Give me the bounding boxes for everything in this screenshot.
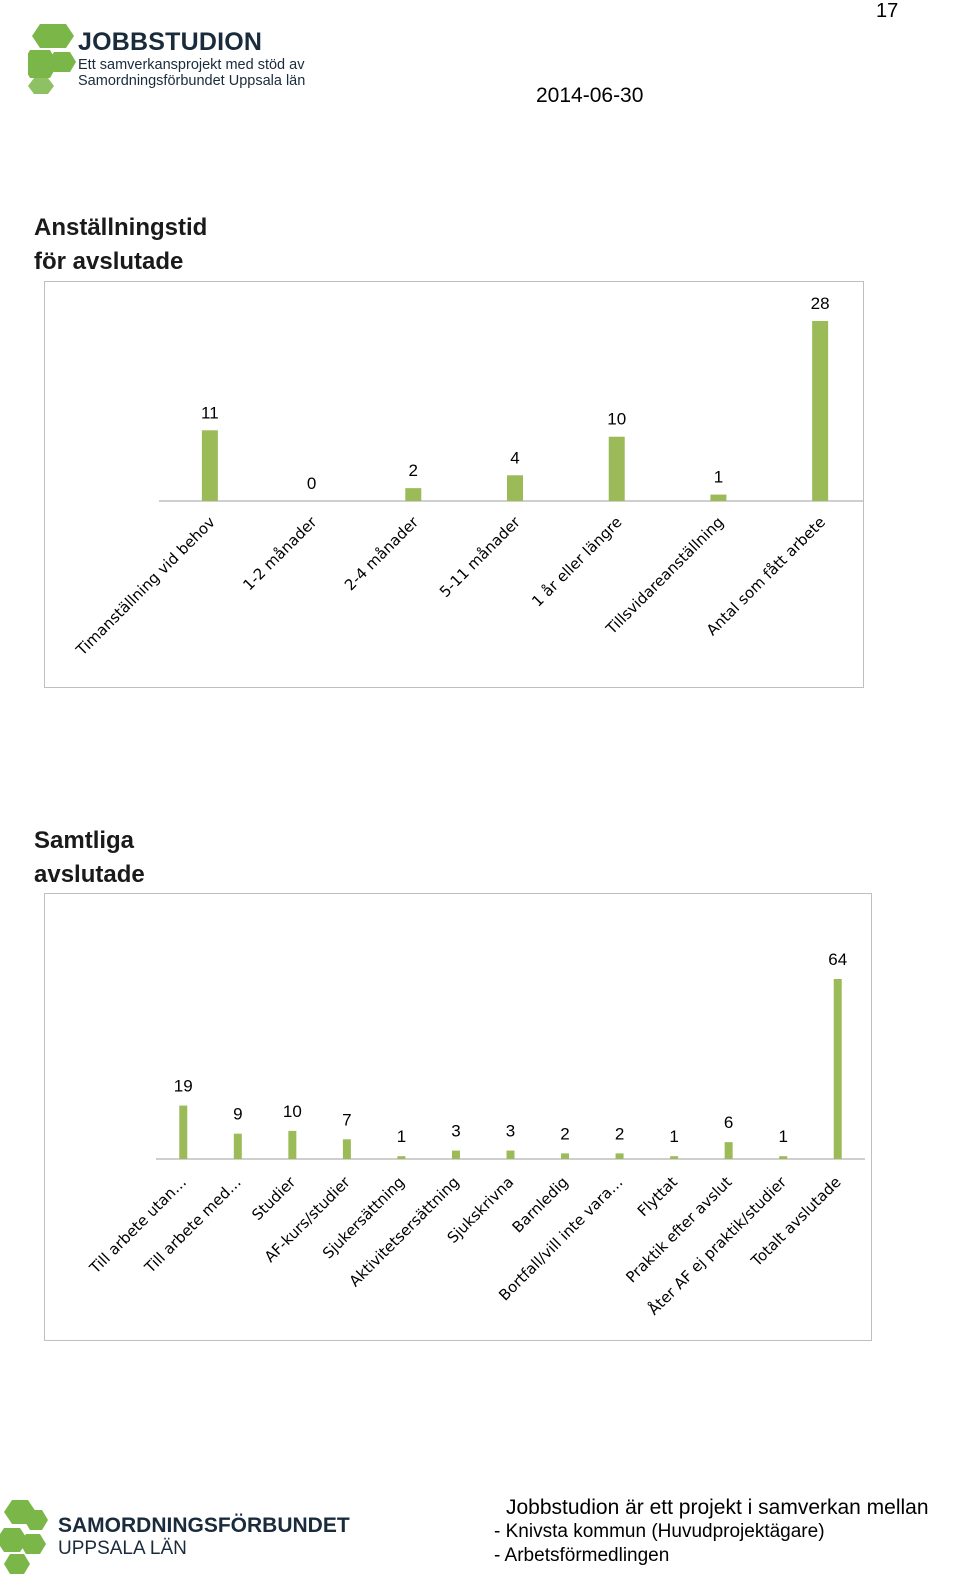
- footer-org-name-1: SAMORDNINGSFÖRBUNDET: [58, 1514, 350, 1537]
- chart-1-category-label-4: 1 år eller längre: [528, 513, 625, 610]
- chart-1-value-label-4: 10: [607, 410, 626, 429]
- chart-1-frame: 11 Timanställning vid behov 0 1-2 månader 2 2…: [44, 281, 864, 688]
- chart-1-category-label-2: 2-4 månader: [341, 513, 423, 595]
- chart-2-bar-4: [397, 1156, 406, 1159]
- logo-subtitle-line-2: Samordningsförbundet Uppsala län: [78, 73, 306, 89]
- chart-2-bar-6: [506, 1150, 515, 1159]
- chart-1-bar-0: [201, 430, 218, 501]
- chart-2-value-label-11: 1: [778, 1127, 787, 1146]
- chart-2-bar-9: [670, 1156, 679, 1159]
- chart-2-bar-1: [233, 1133, 242, 1159]
- chart-2-bar-11: [779, 1156, 788, 1159]
- chart-1-title: Anställningstid för avslutade: [34, 211, 207, 279]
- chart-1-title-line-1: Anställningstid: [34, 214, 208, 241]
- chart-2-value-label-3: 7: [342, 1110, 351, 1129]
- chart-2-category-label-0: Till arbete utan…: [85, 1173, 190, 1278]
- chart-2-bar-8: [615, 1153, 624, 1159]
- chart-2-bar-7: [561, 1153, 570, 1159]
- page-number: 17: [876, 0, 899, 22]
- chart-2-value-label-2: 10: [283, 1102, 302, 1121]
- chart-2-value-label-8: 2: [615, 1124, 624, 1143]
- chart-1-category-label-6: Antal som fått arbete: [703, 513, 829, 639]
- chart-2-bar-0: [179, 1105, 188, 1159]
- chart-2-value-label-10: 6: [724, 1113, 733, 1132]
- chart-1-svg: 11 Timanställning vid behov 0 1-2 månader 2 2…: [72, 294, 863, 660]
- footer-org-name-2: UPPSALA LÄN: [58, 1538, 187, 1559]
- chart-2-bar-12: [833, 979, 842, 1159]
- chart-1-value-label-1: 0: [307, 474, 316, 493]
- footer-text-line-1: Jobbstudion är ett projekt i samverkan m…: [506, 1496, 929, 1519]
- chart-2-category-label-10: Praktik efter avslut: [622, 1173, 735, 1286]
- chart-1-value-label-0: 11: [201, 403, 219, 422]
- footer-text-line-2: - Knivsta kommun (Huvudprojektägare): [494, 1521, 825, 1542]
- chart-2-category-label-1: Till arbete med…: [140, 1173, 244, 1277]
- footer-text-line-3: - Arbetsförmedlingen: [494, 1545, 670, 1566]
- chart-2-bar-10: [724, 1142, 733, 1159]
- chart-2-title-line-2: avslutade: [34, 861, 145, 888]
- footer-text: Jobbstudion är ett projekt i samverkan m…: [494, 1496, 929, 1568]
- chart-2-category-label-9: Flyttat: [634, 1173, 681, 1220]
- chart-1-bar-5: [710, 494, 727, 501]
- chart-2-bar-2: [288, 1130, 297, 1159]
- chart-2-value-label-12: 64: [828, 950, 847, 969]
- chart-1-value-label-5: 1: [714, 468, 723, 487]
- chart-1-value-label-3: 4: [510, 448, 519, 467]
- chart-2-frame: 19 Till arbete utan… 9 Till arbete med… 10 St…: [44, 893, 872, 1341]
- chart-2-svg: 19 Till arbete utan… 9 Till arbete med… 10 St…: [85, 950, 865, 1319]
- logo-subtitle: Ett samverkansprojekt med stöd av Samord…: [78, 57, 305, 89]
- chart-2-value-label-6: 3: [506, 1122, 515, 1141]
- chart-1-bar-6: [812, 321, 829, 501]
- chart-1-bar-2: [405, 488, 422, 501]
- chart-2-title-line-1: Samtliga: [34, 827, 135, 854]
- chart-2-category-label-2: Studier: [248, 1173, 299, 1224]
- chart-2-title: Samtliga avslutade: [34, 824, 145, 892]
- chart-2-value-label-5: 3: [451, 1122, 460, 1141]
- document-date: 2014-06-30: [536, 84, 644, 107]
- logo-subtitle-line-1: Ett samverkansprojekt med stöd av: [78, 57, 305, 73]
- logo-title: JOBBSTUDION: [78, 28, 263, 56]
- chart-1-bar-3: [507, 475, 523, 501]
- chart-1-bar-4: [608, 436, 625, 501]
- chart-1-value-label-2: 2: [409, 461, 418, 480]
- chart-1-category-label-1: 1-2 månader: [239, 513, 321, 595]
- chart-1-category-label-0: Timanställning vid behov: [72, 513, 219, 660]
- chart-2-bar-3: [342, 1139, 351, 1159]
- chart-1-category-label-3: 5-11 månader: [436, 513, 524, 601]
- samordningsforbundet-logo-icon: [0, 1500, 48, 1574]
- chart-1-title-line-2: för avslutade: [34, 248, 184, 275]
- chart-2-bar-5: [451, 1150, 460, 1159]
- chart-2-value-label-9: 1: [669, 1127, 678, 1146]
- jobbstudion-logo-icon: [28, 24, 76, 94]
- chart-1-value-label-6: 28: [811, 294, 830, 313]
- chart-2-value-label-0: 19: [174, 1077, 193, 1096]
- chart-2-value-label-1: 9: [233, 1105, 242, 1124]
- chart-2-value-label-7: 2: [560, 1124, 569, 1143]
- chart-2-value-label-4: 1: [397, 1127, 406, 1146]
